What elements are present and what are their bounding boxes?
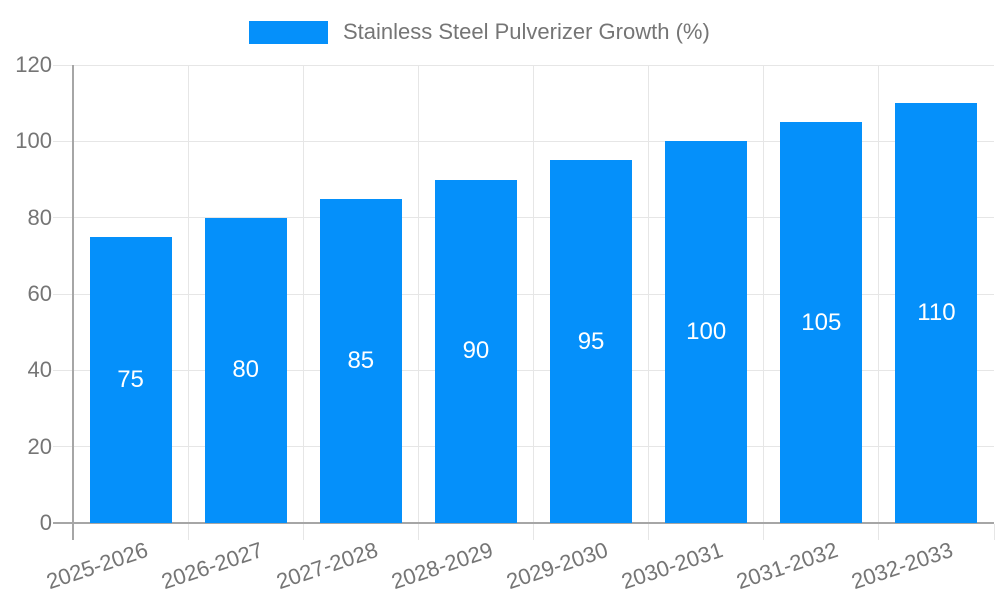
- gridline-vertical-1: [187, 65, 189, 523]
- y-tick-label-60: 60: [27, 281, 52, 306]
- plot-area: 0 20 40 60 80 100 120 75 2025-2026 80 2026-2027 85 2…: [15, 52, 995, 594]
- y-axis-tick-100: [53, 140, 73, 142]
- bar-2032-2033[interactable]: [895, 103, 978, 523]
- bar-2031-2032[interactable]: [780, 122, 863, 523]
- bar-2026-2027[interactable]: [204, 217, 287, 523]
- bar-value-label-2025-2026: 75: [117, 365, 144, 393]
- legend: Stainless Steel Pulverizer Growth (%): [249, 19, 710, 45]
- bar-value-label-2028-2029: 90: [462, 337, 490, 365]
- gridline-vertical-3: [417, 65, 419, 523]
- gridline-vertical-5: [648, 65, 650, 523]
- x-axis-tick-3: [417, 524, 419, 540]
- x-axis-tick-5: [648, 524, 650, 540]
- y-axis-tick-120: [53, 64, 73, 66]
- bar-value-label-2029-2030: 95: [577, 327, 605, 355]
- y-tick-label-20: 20: [27, 433, 52, 459]
- y-tick-label-40: 40: [27, 357, 52, 383]
- x-axis-tick-2: [302, 524, 304, 540]
- y-tick-label-0: 0: [39, 510, 52, 535]
- y-axis-line: [72, 65, 74, 540]
- bar-2025-2026[interactable]: [89, 236, 172, 523]
- bar-chart: Stainless Steel Pulverizer Growth (%) 0 2…: [15, 19, 995, 594]
- y-tick-label-100: 100: [15, 128, 52, 154]
- bar-value-label-2030-2031: 100: [686, 318, 727, 346]
- gridline-vertical-2: [302, 65, 304, 523]
- y-tick-label-80: 80: [27, 204, 52, 230]
- gridline-vertical-7: [878, 65, 880, 523]
- x-axis-tick-8: [993, 524, 995, 540]
- gridline-vertical-6: [763, 65, 765, 523]
- bar-2029-2030[interactable]: [550, 160, 633, 523]
- bar-2028-2029[interactable]: [434, 179, 517, 523]
- legend-swatch: [249, 20, 328, 44]
- bar-2030-2031[interactable]: [665, 141, 748, 523]
- x-axis-tick-6: [763, 524, 765, 540]
- y-axis-tick-20: [53, 446, 73, 448]
- gridline-vertical-4: [533, 65, 534, 523]
- x-axis-tick-7: [878, 524, 880, 540]
- y-axis-tick-60: [53, 293, 73, 295]
- bar-2027-2028[interactable]: [319, 198, 402, 523]
- bar-value-label-2027-2028: 85: [347, 346, 375, 374]
- x-axis-baseline: [53, 522, 994, 524]
- x-axis-tick-4: [533, 524, 534, 540]
- y-tick-label-120: 120: [15, 52, 52, 77]
- bar-value-label-2032-2033: 110: [917, 299, 956, 327]
- x-axis-tick-1: [187, 524, 189, 540]
- y-axis-tick-80: [53, 217, 73, 219]
- bar-value-label-2026-2027: 80: [232, 356, 260, 384]
- legend-label: Stainless Steel Pulverizer Growth (%): [343, 19, 710, 44]
- y-axis-tick-40: [53, 369, 73, 371]
- bar-value-label-2031-2032: 105: [801, 308, 842, 336]
